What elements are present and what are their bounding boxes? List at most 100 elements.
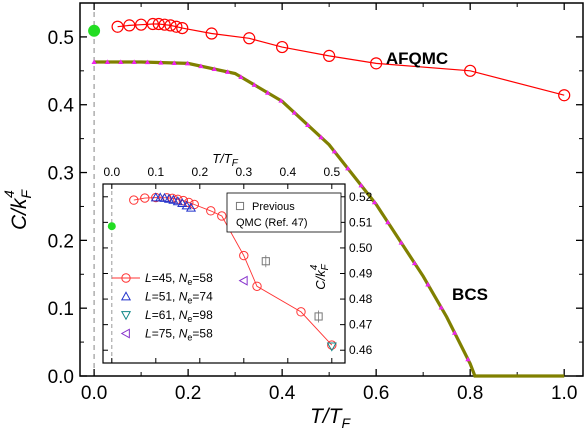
inset-x-tick-label: 0.5	[323, 165, 340, 179]
inset-marker-series-1	[168, 194, 179, 204]
bcs-marker	[131, 59, 137, 65]
main-y-tick-label: 0.1	[48, 299, 74, 320]
inset-x-tick-label: 0.1	[147, 165, 164, 179]
inset-y-axis-label: C/kF4	[309, 263, 331, 290]
previous-qmc-legend-box	[226, 192, 342, 233]
inset-marker-series-1	[177, 197, 188, 208]
main-y-tick-label: 0.4	[48, 96, 75, 117]
afqmc-marker	[205, 27, 218, 40]
bcs-marker	[318, 134, 324, 140]
inset-y-tick-label: 0.52	[349, 190, 373, 204]
main-x-tick-label: 0.4	[269, 383, 296, 404]
afqmc-marker	[276, 40, 289, 54]
main-plot: 0.0 0.2 0.4 0.6 0.8 1.0 0.0 0.1 0.2 0.3 0.4 0.5 T/TF…	[1, 2, 584, 431]
inset-marker-series-2	[326, 342, 337, 352]
inset-x-tick-label: 0.2	[191, 165, 208, 179]
main-x-axis-label: T/TF	[310, 405, 352, 431]
afqmc-marker	[164, 19, 177, 32]
inset-y-tick-label: 0.51	[349, 215, 373, 229]
inset-marker-series-0	[252, 281, 262, 291]
inset-x-axis-label: T/TF	[212, 151, 239, 169]
ground-state-marker	[88, 24, 101, 37]
afqmc-marker	[464, 64, 477, 77]
inset-x-tick-label: 0.3	[235, 165, 252, 179]
afqmc-marker	[123, 19, 136, 32]
inset-y-tick-label: 0.46	[349, 343, 373, 357]
inset-plot: 0.0 0.1 0.2 0.3 0.4 0.5 0.46 0.47 0.48 0.49 0.50 0.…	[102, 151, 373, 364]
inset-l45-line	[133, 197, 333, 346]
bcs-marker	[411, 260, 418, 266]
bcs-marker	[91, 59, 97, 65]
legend-marker	[121, 273, 131, 283]
bcs-marker	[225, 69, 231, 74]
afqmc-marker	[243, 32, 256, 45]
inset-marker-series-5	[107, 222, 116, 231]
inset-marker-series-1	[163, 193, 175, 203]
main-y-tick-label: 0.2	[48, 231, 74, 252]
bcs-marker	[144, 59, 151, 65]
main-y-axis-label: C/kF4	[1, 189, 34, 231]
bcs-marker	[425, 281, 431, 287]
inset-marker-series-0	[178, 195, 189, 206]
inset-marker-series-1	[181, 200, 192, 210]
bcs-marker	[438, 304, 444, 310]
bcs-marker	[265, 90, 271, 95]
inset-marker-series-1	[172, 196, 183, 206]
bcs-marker	[305, 122, 311, 127]
afqmc-marker	[170, 20, 183, 33]
afqmc-marker	[158, 18, 171, 31]
bcs-marker	[184, 60, 191, 66]
main-x-tick-label: 0.2	[175, 383, 201, 404]
bcs-marker	[158, 59, 164, 65]
legend-marker	[120, 291, 132, 301]
afqmc-marker	[152, 17, 165, 31]
legend-entry: L=61, Ne=98	[145, 308, 213, 324]
main-y-tick-label: 0.0	[48, 367, 74, 388]
afqmc-marker	[111, 20, 124, 33]
inset-y-tick-label: 0.48	[349, 292, 373, 306]
main-x-tick-label: 0.8	[457, 383, 483, 404]
bcs-marker	[118, 59, 124, 65]
afqmc-marker	[176, 21, 189, 35]
inset-x-tick-label: 0.0	[103, 165, 120, 179]
legend-entry: L=51, Ne=74	[145, 290, 213, 306]
main-y-tick-label: 0.5	[48, 28, 74, 49]
inset-y-tick-label: 0.47	[349, 318, 373, 332]
bcs-marker	[211, 66, 217, 72]
afqmc-marker	[135, 18, 148, 31]
inset-marker-series-3	[238, 275, 248, 286]
previous-qmc-label: Previous	[252, 201, 295, 213]
bcs-marker	[451, 330, 458, 335]
inset-marker-series-1	[185, 202, 197, 212]
inset-marker-series-4	[261, 257, 270, 266]
legend-entry: L=75, Ne=58	[145, 327, 213, 343]
inset-marker-series-0	[217, 211, 227, 221]
bcs-marker	[398, 240, 404, 245]
inset-marker-series-0	[327, 340, 337, 350]
bcs-marker	[291, 110, 297, 115]
afqmc-marker	[370, 57, 383, 70]
bcs-marker	[465, 356, 471, 362]
bcs-marker	[198, 63, 204, 69]
bcs-marker	[331, 148, 338, 154]
afqmc-line	[117, 23, 565, 96]
legend-marker	[120, 311, 132, 321]
previous-qmc-ref-label: QMC (Ref. 47)	[236, 217, 308, 229]
bcs-marker	[345, 165, 351, 171]
main-y-tick-label: 0.3	[48, 164, 74, 185]
inset-marker-series-0	[129, 195, 139, 205]
main-plot-frame	[79, 2, 584, 377]
legend-marker	[120, 328, 130, 339]
bcs-marker	[278, 98, 284, 103]
bcs-marker	[238, 74, 244, 79]
inset-marker-series-0	[239, 250, 249, 261]
afqmc-marker	[323, 49, 336, 62]
inset-y-tick-label: 0.49	[349, 267, 373, 281]
previous-qmc-legend-marker	[235, 201, 245, 211]
afqmc-annotation: AFQMC	[386, 49, 448, 68]
inset-marker-series-0	[206, 206, 216, 216]
inset-y-tick-label: 0.50	[349, 241, 373, 255]
inset-marker-series-4	[314, 312, 323, 321]
afqmc-marker	[146, 17, 159, 31]
